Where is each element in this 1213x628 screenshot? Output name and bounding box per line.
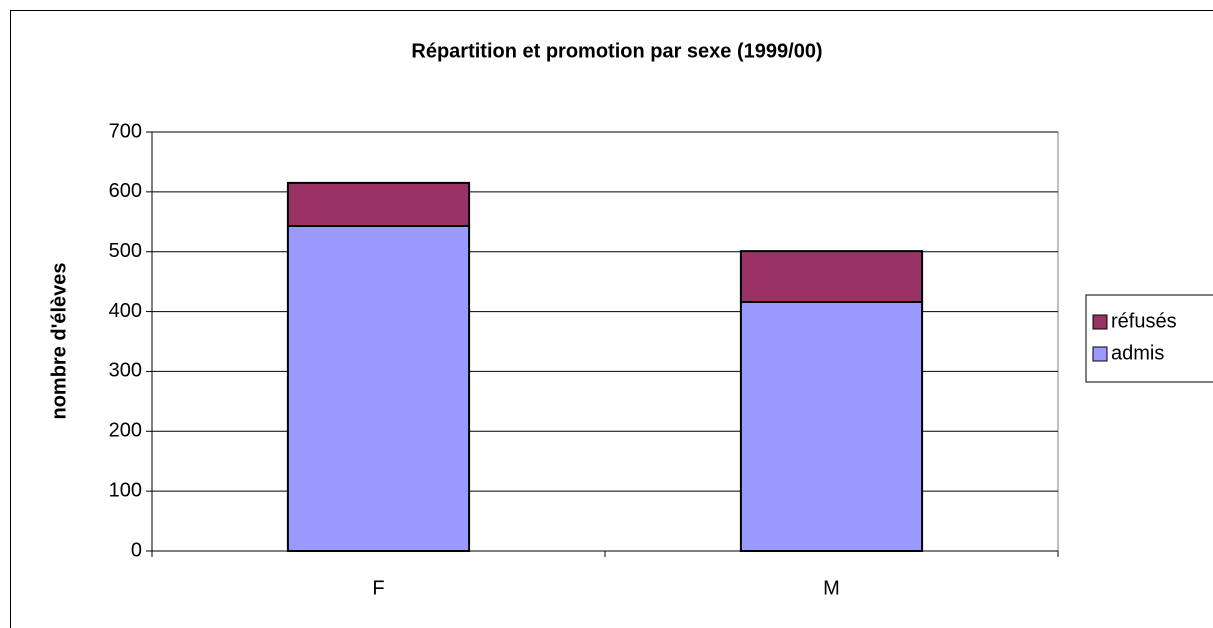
legend-label: admis: [1111, 342, 1164, 364]
y-tick-label: 400: [109, 300, 142, 322]
bar-segment: [739, 250, 924, 303]
y-tick-label: 700: [109, 120, 142, 142]
y-axis-title: nombre d'élèves: [48, 262, 70, 419]
y-tick-label: 600: [109, 180, 142, 202]
x-tick-label: F: [372, 577, 384, 599]
bar-segment: [286, 224, 471, 552]
y-tick-label: 0: [131, 539, 142, 561]
legend-label: réfusés: [1111, 310, 1177, 332]
y-tick-label: 100: [109, 479, 142, 501]
y-tick-label: 200: [109, 420, 142, 442]
y-tick-label: 300: [109, 360, 142, 382]
legend-swatch: [1092, 346, 1108, 362]
chart-title: Répartition et promotion par sexe (1999/…: [411, 40, 822, 62]
bar-segment: [739, 300, 924, 552]
bar-segment: [286, 181, 471, 227]
x-tick-label: M: [823, 577, 840, 599]
legend-box: [1085, 294, 1213, 383]
y-tick-label: 500: [109, 240, 142, 262]
legend-swatch: [1092, 314, 1108, 330]
